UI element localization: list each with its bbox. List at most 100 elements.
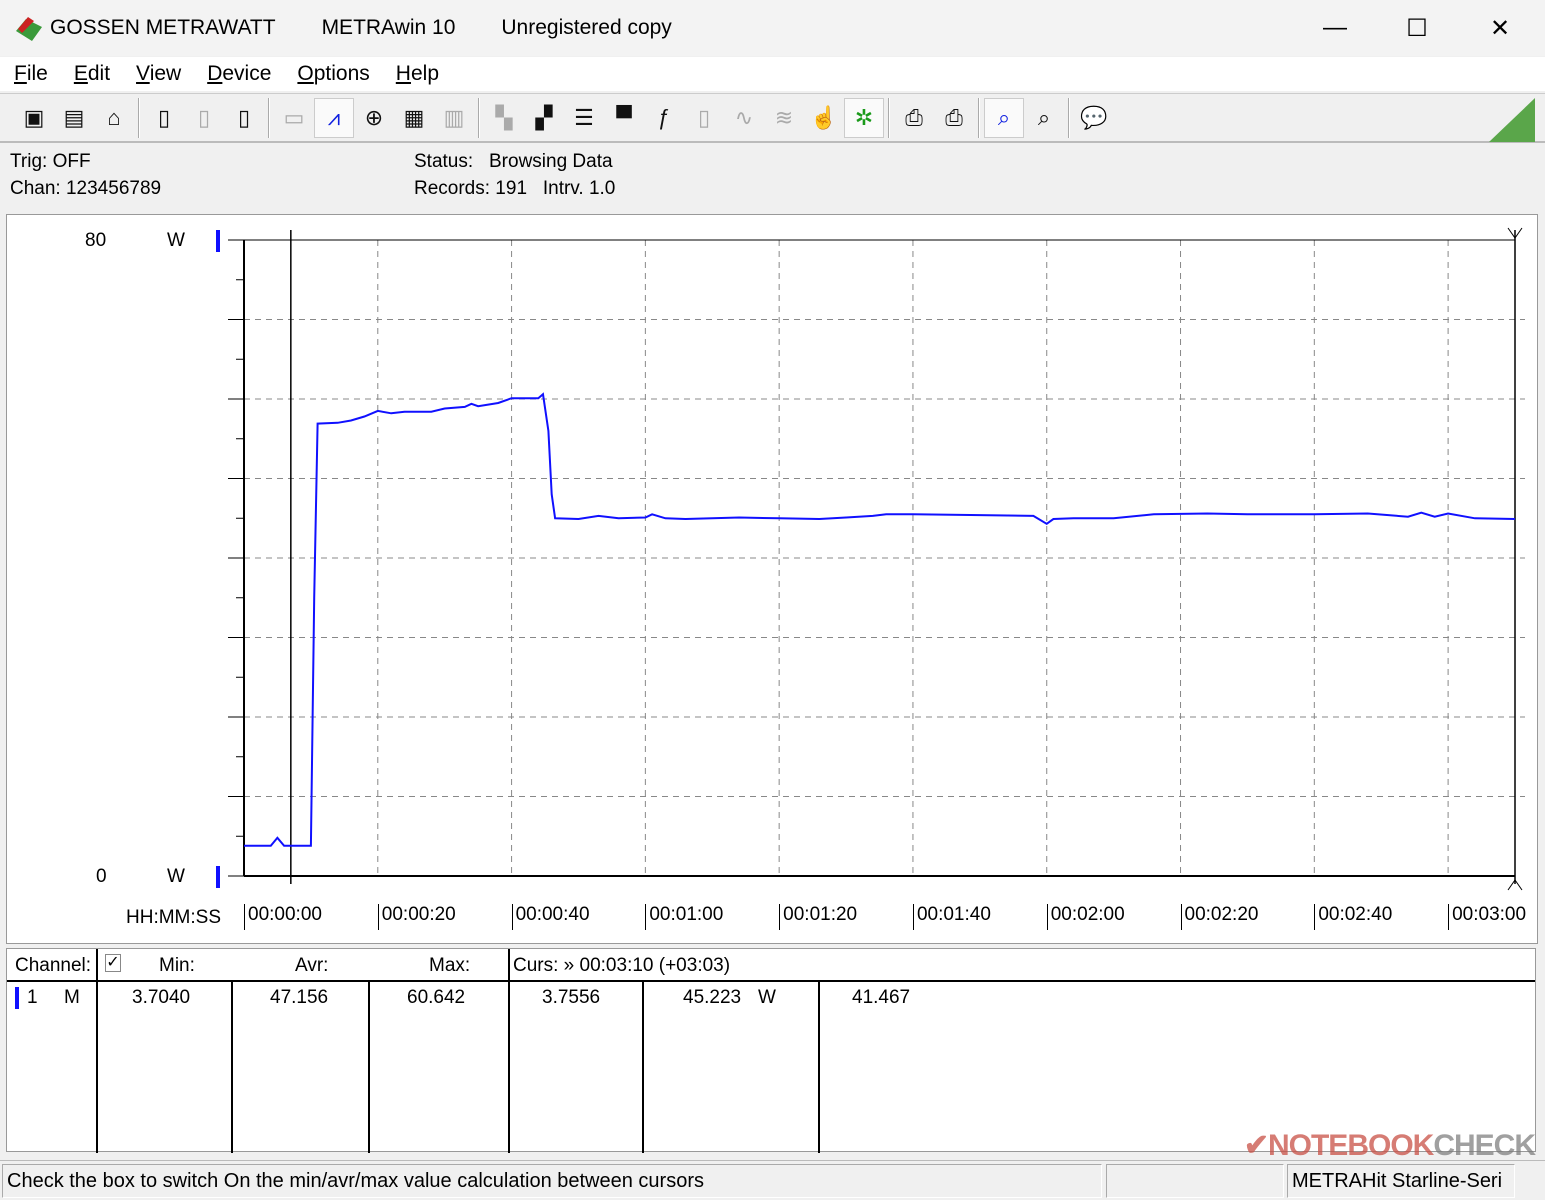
license-title: Unregistered copy [501, 16, 672, 39]
display-settings-icon[interactable]: ▀ [616, 104, 632, 130]
numeric-display-icon[interactable]: ▭ [283, 104, 305, 130]
toolbar-separator [138, 97, 140, 138]
header-max: Max: [429, 955, 471, 976]
minmax-checkbox[interactable]: ✓ [105, 954, 121, 972]
interval-value: Intrv. 1.0 [542, 178, 616, 199]
status-device: METRAHit Starline-Seri [1287, 1164, 1515, 1198]
app-title: METRAwin 10 [321, 16, 456, 39]
y-min-unit: W [167, 866, 185, 887]
row-cursor1: 3.7556 [542, 987, 601, 1008]
status-panel-empty [1106, 1164, 1284, 1198]
signal-strength-icon [1489, 98, 1535, 142]
menu-device[interactable]: Device [207, 62, 272, 85]
toolbar-separator [978, 97, 980, 138]
hand-cursor-icon[interactable]: ☝ [810, 104, 838, 130]
row-avr: 47.156 [270, 987, 329, 1008]
toolbar-separator [888, 97, 890, 138]
status-value: Browsing Data [489, 151, 613, 172]
zoom-icon[interactable]: ⌕ [1037, 104, 1051, 130]
x-tick-label: 00:00:20 [377, 904, 456, 930]
toolbar: ▣ ▤ ⌂ ▯ ▯ ▯ ▭ ⩘ ⊕ ▦ ▥ ▚ ▞ ☰ ▀ ƒ ▯ ∿ ≋ ☝ ✲ ⎙ ⎙ ⌕ ⌕ 💬 [0, 93, 1545, 143]
menu-edit[interactable]: Edit [73, 62, 111, 85]
open-icon[interactable]: ⌂ [107, 104, 121, 130]
maximize-button[interactable]: ☐ [1406, 14, 1428, 42]
menu-bar: File Edit View Device Options Help [0, 57, 1545, 91]
status-label: Status: [414, 151, 474, 172]
print-preview-icon[interactable]: ⎙ [945, 104, 963, 130]
column-divider [368, 982, 370, 1153]
meter-icon[interactable]: ▯ [697, 104, 711, 130]
toolbar-separator [268, 97, 270, 138]
yt-chart-icon[interactable]: ⩘ [314, 97, 354, 138]
close-button[interactable]: ✕ [1489, 14, 1511, 42]
trigger-status: Trig: OFF [10, 151, 91, 172]
status-info: Status: Browsing Data Records: 191 Intrv… [414, 148, 615, 202]
x-tick-label: 00:01:40 [912, 904, 991, 930]
bug-icon[interactable]: ✲ [844, 97, 884, 138]
x-tick-label: 00:03:00 [1448, 904, 1526, 930]
title-bar: GOSSEN METRAWATT METRAwin 10 Unregistere… [0, 0, 1545, 56]
watermark-logo: ✔NOTEBOOKCHECK [1243, 1129, 1536, 1162]
power-series-line [244, 392, 1516, 847]
signal-icon[interactable]: ∿ [734, 104, 754, 130]
column-divider [508, 949, 510, 1153]
toolbar-separator [478, 97, 480, 138]
records-count: Records: 191 [414, 178, 528, 199]
x-tick-label: 00:02:40 [1314, 904, 1392, 930]
y-max-label: 80 [85, 230, 107, 251]
row-max: 60.642 [407, 987, 466, 1008]
menu-help[interactable]: Help [395, 62, 439, 85]
cursor-handle-icon [1507, 227, 1523, 891]
column-divider [231, 982, 233, 1153]
row-cursor2: 45.223 [683, 987, 742, 1008]
save-icon[interactable]: ▣ [23, 104, 45, 130]
xy-chart-icon[interactable]: ⊕ [364, 104, 384, 130]
menu-view[interactable]: View [136, 62, 182, 85]
menu-file[interactable]: File [14, 62, 48, 85]
y-min-label: 0 [96, 866, 107, 887]
y-scale-marker [216, 866, 220, 888]
column-divider [818, 982, 820, 1153]
signal-multi-icon[interactable]: ≋ [774, 104, 794, 130]
header-min: Min: [159, 955, 195, 976]
x-tick-label: 00:01:00 [645, 904, 723, 930]
status-hint: Check the box to switch On the min/avr/m… [2, 1164, 1102, 1198]
row-min: 3.7040 [132, 987, 191, 1008]
device-memory-icon[interactable]: ▯ [237, 104, 251, 130]
device-read-icon[interactable]: ▯ [157, 104, 171, 130]
save-as-icon[interactable]: ▤ [63, 104, 85, 130]
column-divider [642, 982, 644, 1153]
table-icon[interactable]: ▦ [403, 104, 425, 130]
table-header: Channel: ✓ Min: Avr: Max: Curs: » 00:03:… [7, 949, 1535, 982]
print-icon[interactable]: ⎙ [905, 104, 923, 130]
zoom-wave-icon[interactable]: ⌕ [984, 97, 1024, 138]
row-mode: M [64, 987, 80, 1008]
row-unit: W [758, 987, 776, 1008]
channel-config-icon[interactable]: ▞ [535, 104, 553, 130]
x-axis-label: HH:MM:SS [126, 907, 221, 928]
x-tick-label: 00:00:00 [244, 904, 322, 930]
comment-icon[interactable]: 💬 [1080, 104, 1108, 130]
status-bar: Check the box to switch On the min/avr/m… [0, 1160, 1545, 1200]
minimize-button[interactable]: — [1323, 14, 1347, 41]
trigger-info: Trig: OFF Chan: 123456789 [10, 148, 161, 202]
x-tick-label: 00:02:00 [1046, 904, 1125, 930]
histogram-icon[interactable]: ▥ [443, 104, 465, 130]
x-tick-label: 00:02:20 [1180, 904, 1258, 930]
chart-panel[interactable] [6, 214, 1538, 944]
header-channel: Channel: [15, 955, 92, 976]
x-tick-label: 00:01:20 [779, 904, 857, 930]
app-logo-icon [16, 17, 42, 41]
channel-settings-icon[interactable]: ▚ [495, 104, 513, 130]
channel-list: Chan: 123456789 [10, 178, 162, 199]
formula-icon[interactable]: ƒ [657, 104, 671, 130]
device-export-icon[interactable]: ▯ [197, 104, 211, 130]
toolbar-separator [1068, 97, 1070, 138]
header-avr: Avr: [295, 955, 329, 976]
list-settings-icon[interactable]: ☰ [574, 104, 594, 130]
brand-title: GOSSEN METRAWATT [50, 16, 276, 39]
power-chart[interactable] [0, 0, 1545, 945]
x-tick-label: 00:00:40 [511, 904, 590, 930]
menu-options[interactable]: Options [297, 62, 370, 85]
cursor-table: Channel: ✓ Min: Avr: Max: Curs: » 00:03:… [6, 948, 1536, 1153]
